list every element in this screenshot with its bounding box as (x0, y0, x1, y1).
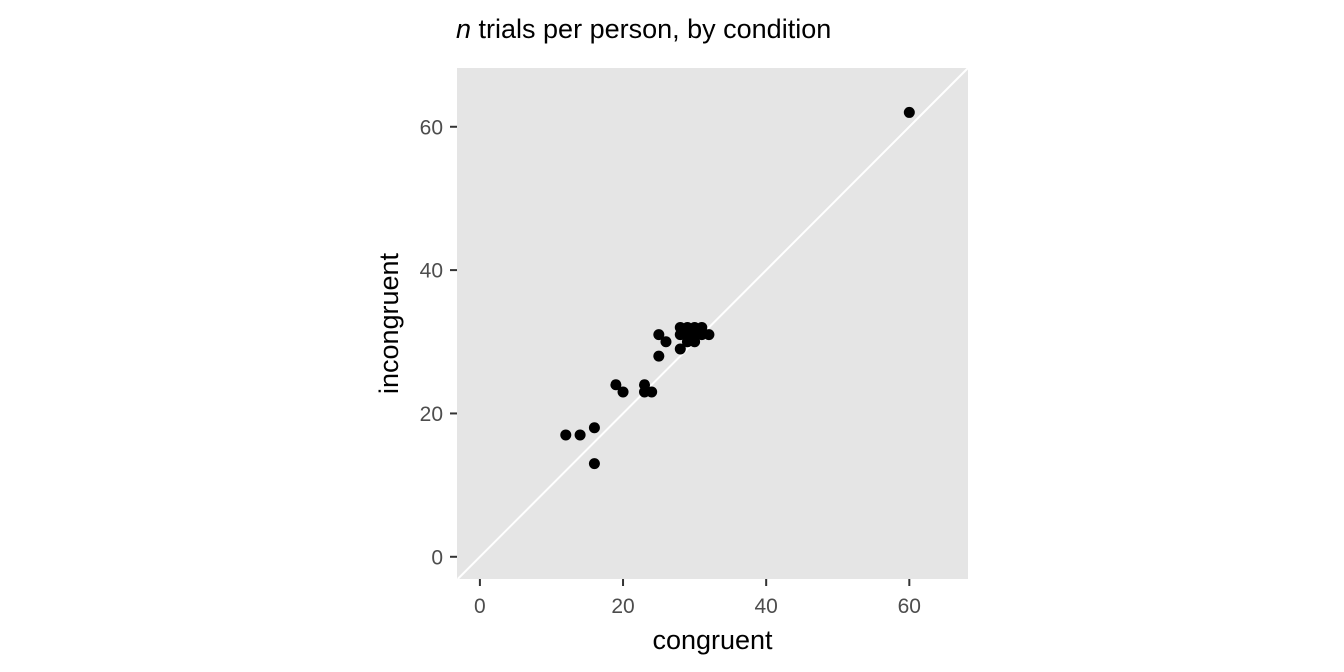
data-point (689, 336, 701, 348)
data-point (653, 329, 665, 341)
data-point (646, 386, 658, 398)
data-point (574, 429, 586, 441)
data-point (903, 106, 915, 118)
y-axis-title: incongruent (374, 252, 404, 394)
data-point (560, 429, 572, 441)
x-tick-label: 20 (611, 595, 634, 618)
y-axis: 0 20 40 60 (420, 116, 457, 569)
x-tick-label: 0 (474, 595, 486, 618)
chart-title: n trials per person, by condition (456, 14, 831, 44)
data-point (617, 386, 629, 398)
x-tick-label: 60 (898, 595, 921, 618)
data-points (560, 106, 915, 470)
data-point (588, 422, 600, 434)
x-axis: 0 20 40 60 (474, 579, 921, 618)
y-tick-label: 60 (420, 116, 443, 139)
data-point (653, 350, 665, 362)
data-point (610, 379, 622, 391)
identity-line (457, 67, 969, 580)
x-tick-label: 40 (754, 595, 777, 618)
data-point (588, 458, 600, 470)
y-tick-label: 40 (420, 260, 443, 283)
data-point (703, 329, 715, 341)
x-axis-title: congruent (652, 625, 773, 655)
y-tick-label: 20 (420, 403, 443, 426)
chart-title-italic: n (456, 14, 471, 44)
chart-title-rest: trials per person, by condition (471, 14, 831, 44)
data-point (660, 336, 672, 348)
y-tick-label: 0 (431, 546, 443, 569)
data-point (674, 343, 686, 355)
